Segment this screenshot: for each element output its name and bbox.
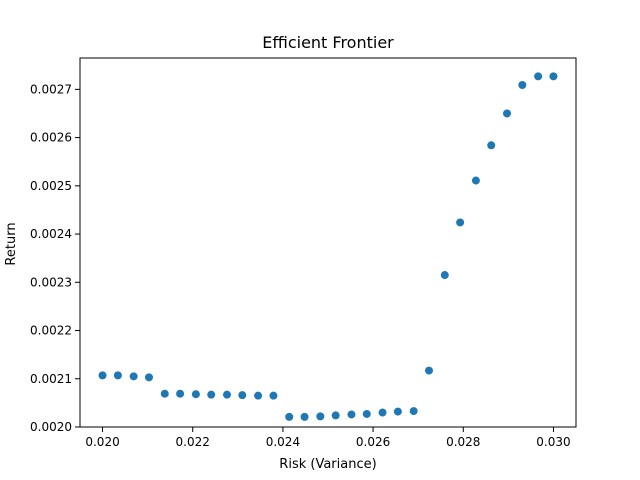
y-tick-label: 0.0023 xyxy=(30,275,72,289)
scatter-point xyxy=(300,412,309,421)
y-tick-label: 0.0021 xyxy=(30,372,72,386)
scatter-point xyxy=(362,409,371,418)
x-tick-label: 0.026 xyxy=(356,435,390,449)
scatter-point xyxy=(176,389,185,398)
y-axis: 0.0020 0.0021 0.0022 0.0023 0.0024 0.0025 0.00… xyxy=(30,82,80,434)
scatter-point xyxy=(378,408,387,417)
scatter-point xyxy=(456,218,465,227)
y-tick-label: 0.0025 xyxy=(30,179,72,193)
scatter-point xyxy=(207,390,216,399)
scatter-point xyxy=(98,371,107,380)
scatter-point xyxy=(285,412,294,421)
scatter-point xyxy=(144,373,153,382)
y-tick-label: 0.0026 xyxy=(30,131,72,145)
y-tick-label: 0.0027 xyxy=(30,82,72,96)
scatter-point xyxy=(222,390,231,399)
x-tick-label: 0.028 xyxy=(446,435,480,449)
scatter-point xyxy=(425,366,434,375)
plot-area xyxy=(79,57,577,428)
plot-frame xyxy=(79,57,577,428)
scatter-point xyxy=(129,372,138,381)
x-tick-label: 0.024 xyxy=(266,435,300,449)
x-tick-label: 0.022 xyxy=(176,435,210,449)
scatter-point xyxy=(238,391,247,400)
scatter-point xyxy=(191,390,200,399)
scatter-point xyxy=(160,389,169,398)
scatter-point xyxy=(347,410,356,419)
scatter-point xyxy=(534,72,543,81)
scatter-point xyxy=(440,271,449,280)
scatter-point xyxy=(316,412,325,421)
scatter-point xyxy=(471,176,480,185)
scatter-point xyxy=(503,109,512,118)
y-tick-label: 0.0024 xyxy=(30,227,72,241)
scatter-point xyxy=(113,371,122,380)
x-tick-label: 0.030 xyxy=(536,435,570,449)
x-tick-label: 0.020 xyxy=(85,435,119,449)
x-axis: 0.020 0.022 0.024 0.026 0.028 0.030 xyxy=(85,427,571,449)
scatter-point xyxy=(487,141,496,150)
scatter-point xyxy=(549,72,558,81)
y-axis-label: Return xyxy=(4,222,19,265)
chart-title: Efficient Frontier xyxy=(262,33,394,52)
x-axis-label: Risk (Variance) xyxy=(279,457,376,472)
scatter-point xyxy=(393,407,402,416)
scatter-point xyxy=(518,81,527,90)
y-tick-label: 0.0022 xyxy=(30,324,72,338)
scatter-point xyxy=(269,391,278,400)
scatter-point xyxy=(331,411,340,420)
scatter-point xyxy=(409,407,418,416)
scatter-point xyxy=(254,391,263,400)
y-tick-label: 0.0020 xyxy=(30,420,72,434)
